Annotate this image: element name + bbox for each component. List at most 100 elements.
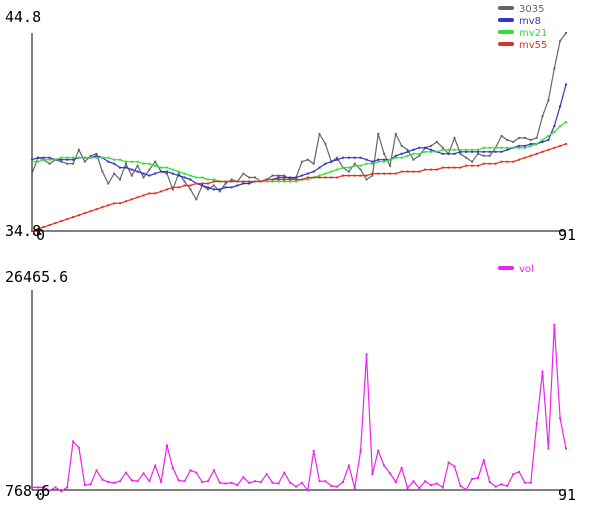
data-point [101, 478, 104, 481]
data-point [207, 182, 209, 185]
data-point [324, 162, 327, 165]
data-point [154, 464, 157, 467]
data-point [424, 150, 427, 153]
data-point [471, 164, 474, 167]
data-point [465, 164, 468, 167]
data-point [371, 162, 374, 165]
data-point [547, 138, 550, 141]
data-point [89, 154, 92, 157]
data-point [494, 485, 497, 488]
data-point [488, 150, 491, 153]
data-point [160, 481, 163, 483]
data-point [342, 174, 344, 177]
data-point [541, 370, 544, 373]
data-point [535, 422, 538, 425]
data-point [36, 160, 39, 163]
data-point [148, 480, 151, 483]
data-point [565, 32, 567, 34]
data-point [430, 168, 432, 171]
data-point [160, 166, 163, 169]
data-point [212, 184, 215, 187]
legend-label: mv55 [519, 40, 547, 51]
data-point [383, 160, 386, 163]
data-point [418, 170, 421, 173]
data-point [160, 170, 163, 173]
data-point [130, 174, 133, 177]
legend-label: mv8 [519, 16, 541, 27]
data-point [377, 158, 380, 161]
data-point [488, 481, 491, 483]
data-point [383, 172, 386, 175]
data-point [300, 160, 303, 163]
data-point [171, 172, 174, 175]
data-point [412, 148, 415, 151]
data-point [547, 447, 550, 450]
data-point [506, 148, 509, 151]
data-point [119, 480, 121, 483]
data-point [154, 164, 157, 167]
data-point [77, 214, 80, 217]
data-point [435, 482, 438, 485]
data-point [101, 206, 104, 209]
data-point [72, 162, 75, 165]
data-point [500, 146, 503, 149]
data-point [306, 172, 309, 175]
data-point [212, 469, 215, 472]
data-point [394, 172, 397, 175]
data-point [72, 158, 75, 161]
data-point [42, 226, 45, 228]
data-point [441, 146, 444, 149]
data-point [441, 486, 444, 489]
data-point [312, 162, 315, 165]
data-point [295, 180, 298, 183]
data-point [265, 473, 268, 476]
data-point [271, 174, 274, 177]
data-point [389, 158, 391, 161]
data-point [136, 170, 139, 173]
data-point [523, 156, 526, 159]
price-line-mv55 [31, 143, 567, 232]
data-point [553, 67, 556, 70]
data-point [60, 220, 63, 223]
data-point [154, 172, 157, 175]
data-point [353, 164, 356, 167]
data-point [430, 484, 432, 487]
data-point [430, 150, 432, 153]
data-point [418, 154, 421, 157]
price-series-mv55 [31, 142, 567, 232]
data-point [113, 172, 116, 175]
data-point [371, 473, 374, 476]
data-point [113, 481, 116, 484]
data-point [36, 486, 39, 489]
data-point [142, 194, 145, 197]
data-point [124, 162, 127, 165]
data-point [359, 156, 362, 159]
data-point [389, 164, 391, 167]
data-point [212, 188, 215, 191]
data-point [60, 158, 63, 161]
volume-line-vol [32, 324, 567, 493]
data-point [559, 125, 562, 128]
y-tick-label: 34.8 [5, 222, 41, 240]
data-point [265, 180, 268, 183]
data-point [107, 481, 110, 483]
data-point [183, 180, 186, 183]
data-point [518, 146, 521, 149]
data-point [447, 461, 450, 464]
data-point [418, 146, 421, 149]
data-point [465, 156, 468, 159]
data-point [541, 115, 544, 118]
data-point [283, 180, 286, 183]
data-point [48, 224, 51, 227]
data-point [66, 156, 69, 159]
data-point [66, 162, 69, 165]
data-point [306, 176, 309, 179]
data-point [353, 174, 356, 177]
data-point [535, 136, 538, 139]
data-point [435, 150, 438, 153]
data-point [482, 146, 485, 149]
volume-panel: 26465.6 768.60 91 vol [5, 264, 576, 504]
data-point [318, 176, 321, 179]
data-point [148, 168, 151, 171]
